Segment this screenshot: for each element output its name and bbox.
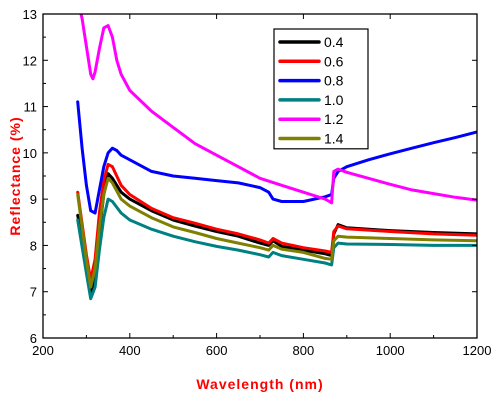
y-tick-label: 13: [23, 7, 37, 22]
x-tick-label: 600: [206, 343, 228, 358]
x-tick-label: 1200: [463, 343, 492, 358]
series-line-1.2: [79, 14, 477, 205]
legend-box: [273, 28, 369, 150]
y-tick-label: 10: [23, 146, 37, 161]
y-tick-label: 9: [30, 192, 37, 207]
x-tick-label: 1000: [376, 343, 405, 358]
series-line-0.6: [76, 162, 477, 282]
legend-label: 0.6: [324, 53, 344, 69]
series-line-0.8: [76, 100, 477, 215]
x-tick-label: 200: [32, 343, 54, 358]
legend-label: 1.2: [324, 111, 344, 127]
x-axis-title: Wavelength (nm): [196, 376, 323, 392]
series-line-1.0: [76, 197, 477, 301]
x-tick-label: 400: [119, 343, 141, 358]
legend-label: 0.8: [324, 73, 344, 89]
y-tick-label: 6: [30, 331, 37, 346]
legend-label: 1.0: [324, 92, 344, 108]
y-tick-label: 7: [30, 285, 37, 300]
y-tick-label: 11: [24, 100, 38, 115]
y-tick-label: 8: [30, 238, 37, 253]
x-tick-label: 800: [293, 343, 315, 358]
legend-label: 1.4: [324, 131, 344, 147]
legend-label: 0.4: [324, 34, 344, 50]
series-line-1.4: [76, 176, 477, 289]
y-axis-title: Reflectance (%): [7, 116, 23, 235]
ticks-layer: 200 400 600 800 1000 1200 6 7 8 9 10 11 12 13: [23, 7, 492, 358]
y-tick-label: 12: [23, 53, 37, 68]
legend: 0.4 0.6 0.8 1.0 1.2 1.4: [273, 28, 369, 150]
series-layer: [76, 14, 477, 301]
